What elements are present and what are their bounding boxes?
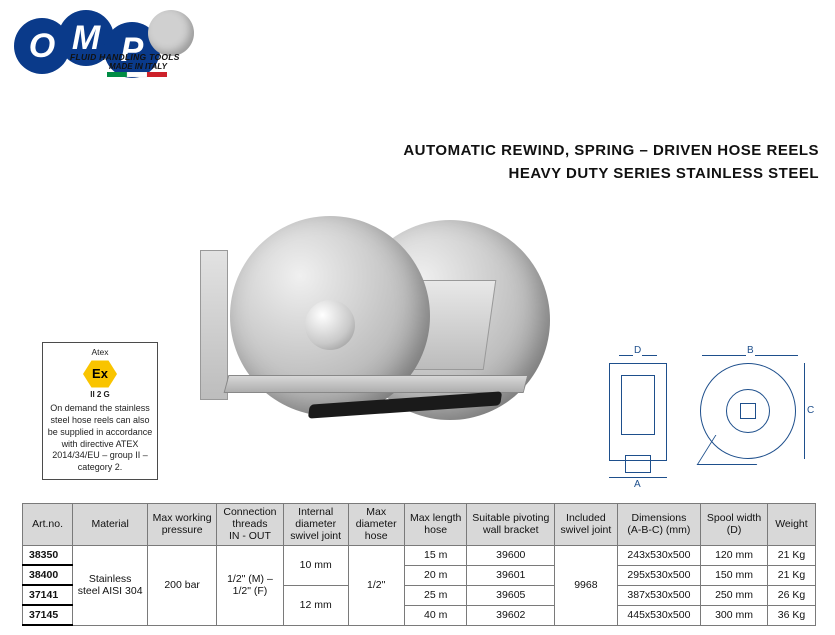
italy-flag-icon — [107, 72, 171, 80]
col-bracket: Suitable pivoting wall bracket — [467, 504, 555, 545]
cell-len: 20 m — [404, 565, 467, 585]
cell-artno: 38400 — [23, 565, 73, 585]
cell-incl-joint: 9968 — [555, 545, 618, 625]
dimension-drawings: D A B C — [595, 345, 820, 495]
drawing-front-view: D A — [595, 345, 680, 485]
cell-dims: 243x530x500 — [617, 545, 700, 565]
cell-artno: 37145 — [23, 605, 73, 625]
brand-logo: O M P FLUID HANDLING TOOLS MADE IN ITALY — [14, 8, 204, 86]
dim-label-a: A — [633, 479, 642, 490]
cell-weight: 21 Kg — [767, 545, 815, 565]
cell-dims: 387x530x500 — [617, 585, 700, 605]
page-title: AUTOMATIC REWIND, SPRING – DRIVEN HOSE R… — [403, 142, 819, 182]
col-material: Material — [73, 504, 148, 545]
logo-sphere — [148, 10, 194, 56]
cell-bracket: 39600 — [467, 545, 555, 565]
cell-weight: 26 Kg — [767, 585, 815, 605]
atex-ex-icon: Ex — [83, 359, 117, 389]
col-dims: Dimensions (A-B-C) (mm) — [617, 504, 700, 545]
atex-header: Atex — [78, 347, 122, 358]
drawing-side-view: B C — [698, 345, 813, 485]
col-swivel: Internal diameter swivel joint — [283, 504, 348, 545]
title-line-2: HEAVY DUTY SERIES STAINLESS STEEL — [403, 165, 819, 182]
cell-bracket: 39602 — [467, 605, 555, 625]
cell-len: 40 m — [404, 605, 467, 625]
cell-bracket: 39601 — [467, 565, 555, 585]
logo-tagline-1: FLUID HANDLING TOOLS — [70, 52, 180, 62]
cell-artno: 37141 — [23, 585, 73, 605]
col-hose-d: Max diameter hose — [348, 504, 404, 545]
cell-weight: 21 Kg — [767, 565, 815, 585]
cell-bracket: 39605 — [467, 585, 555, 605]
col-weight: Weight — [767, 504, 815, 545]
cell-spool: 250 mm — [701, 585, 768, 605]
cell-material: Stainless steel AISI 304 — [73, 545, 148, 625]
col-pressure: Max working pressure — [148, 504, 217, 545]
title-line-1: AUTOMATIC REWIND, SPRING – DRIVEN HOSE R… — [403, 142, 819, 159]
table-header-row: Art.no. Material Max working pressure Co… — [23, 504, 816, 545]
atex-certification-box: Atex Ex II 2 G On demand the stainless s… — [42, 342, 158, 480]
specifications-table: Art.no. Material Max working pressure Co… — [22, 503, 816, 626]
col-artno: Art.no. — [23, 504, 73, 545]
cell-len: 25 m — [404, 585, 467, 605]
cell-swivel-12: 12 mm — [283, 585, 348, 625]
cell-spool: 120 mm — [701, 545, 768, 565]
cell-dims: 295x530x500 — [617, 565, 700, 585]
table-row: 38350 Stainless steel AISI 304 200 bar 1… — [23, 545, 816, 565]
cell-threads: 1/2" (M) – 1/2" (F) — [217, 545, 284, 625]
cell-dims: 445x530x500 — [617, 605, 700, 625]
cell-spool: 150 mm — [701, 565, 768, 585]
col-threads: Connection threads IN - OUT — [217, 504, 284, 545]
col-incl: Included swivel joint — [555, 504, 618, 545]
col-hose-l: Max length hose — [404, 504, 467, 545]
dim-label-b: B — [746, 345, 755, 356]
cell-hose-diam: 1/2" — [348, 545, 404, 625]
cell-weight: 36 Kg — [767, 605, 815, 625]
cell-len: 15 m — [404, 545, 467, 565]
cell-spool: 300 mm — [701, 605, 768, 625]
cell-swivel-10: 10 mm — [283, 545, 348, 585]
atex-code: II 2 G — [78, 390, 122, 400]
product-image — [180, 195, 580, 455]
logo-tagline-2: MADE IN ITALY — [109, 62, 167, 71]
cell-pressure: 200 bar — [148, 545, 217, 625]
col-spool: Spool width (D) — [701, 504, 768, 545]
atex-description: On demand the stainless steel hose reels… — [47, 403, 153, 473]
dim-label-c: C — [806, 405, 815, 416]
dim-label-d: D — [633, 345, 642, 356]
cell-artno: 38350 — [23, 545, 73, 565]
